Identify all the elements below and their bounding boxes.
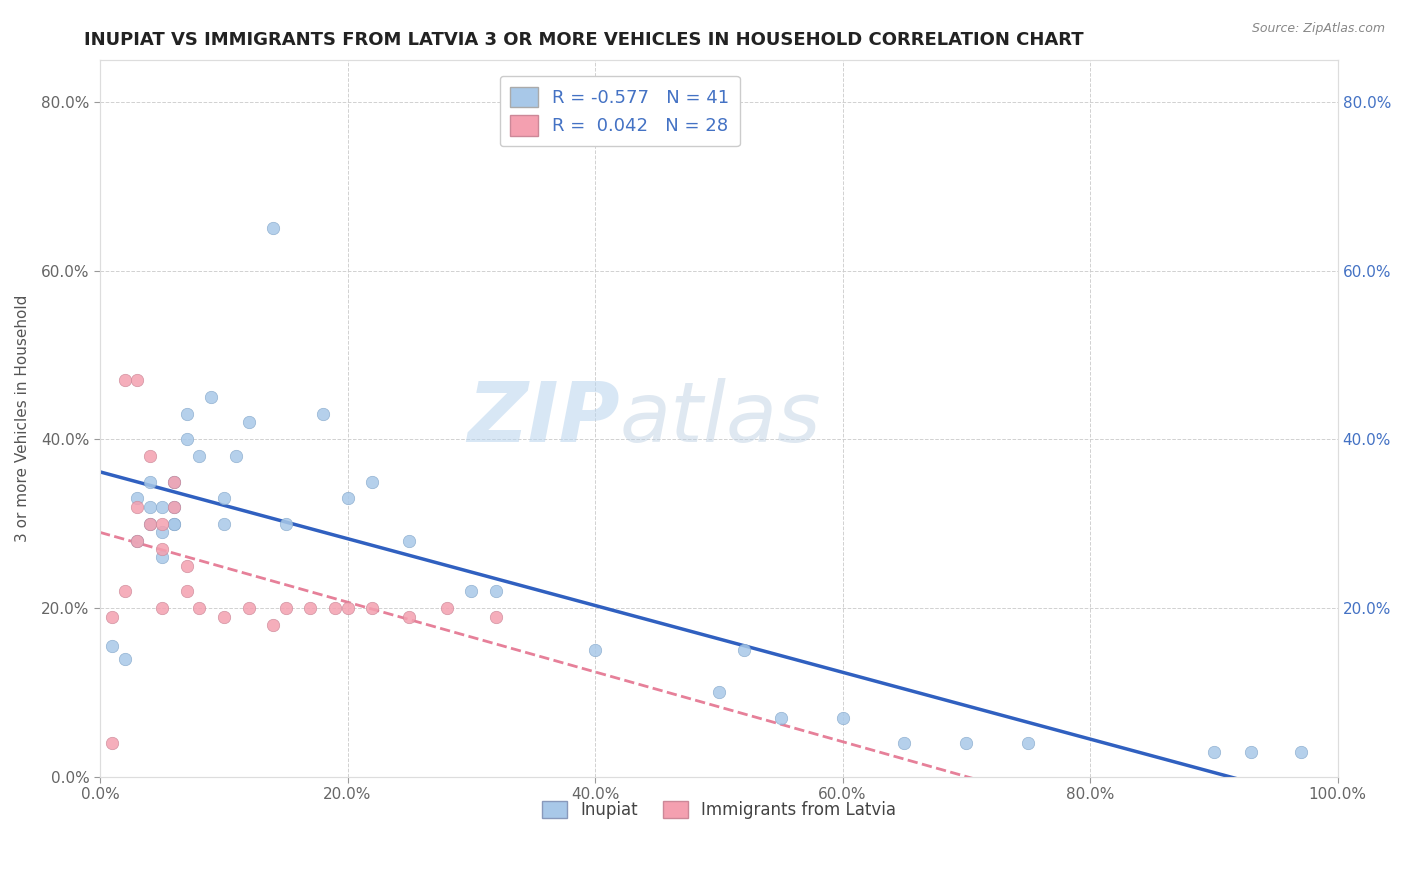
Text: atlas: atlas [620, 377, 821, 458]
Point [101, 639, 124, 653]
Point [238, 416, 260, 430]
Point [150, 542, 173, 557]
Point [138, 516, 160, 531]
Point [138, 475, 160, 489]
Point [225, 449, 247, 463]
Point [893, 736, 915, 750]
Point [200, 390, 222, 404]
Point [114, 651, 136, 665]
Point [336, 601, 359, 615]
Point [436, 601, 458, 615]
Point [176, 584, 198, 599]
Point [361, 601, 384, 615]
Point [262, 221, 284, 235]
Point [583, 643, 606, 657]
Point [163, 516, 186, 531]
Point [101, 736, 124, 750]
Point [831, 711, 853, 725]
Point [1017, 736, 1039, 750]
Point [312, 407, 335, 421]
Point [212, 516, 235, 531]
Point [1240, 745, 1263, 759]
Point [138, 500, 160, 514]
Point [101, 609, 124, 624]
Point [150, 516, 173, 531]
Point [733, 643, 755, 657]
Y-axis label: 3 or more Vehicles in Household: 3 or more Vehicles in Household [15, 294, 30, 542]
Point [188, 601, 211, 615]
Point [769, 711, 792, 725]
Point [127, 373, 149, 387]
Point [127, 491, 149, 506]
Text: ZIP: ZIP [467, 377, 620, 458]
Point [212, 491, 235, 506]
Point [336, 491, 359, 506]
Point [127, 500, 149, 514]
Point [138, 449, 160, 463]
Text: INUPIAT VS IMMIGRANTS FROM LATVIA 3 OR MORE VEHICLES IN HOUSEHOLD CORRELATION CH: INUPIAT VS IMMIGRANTS FROM LATVIA 3 OR M… [84, 31, 1084, 49]
Point [127, 533, 149, 548]
Point [176, 558, 198, 573]
Point [176, 407, 198, 421]
Point [398, 609, 420, 624]
Point [1202, 745, 1225, 759]
Point [150, 525, 173, 540]
Point [460, 584, 482, 599]
Point [114, 373, 136, 387]
Point [212, 609, 235, 624]
Point [707, 685, 730, 699]
Point [176, 433, 198, 447]
Point [114, 584, 136, 599]
Point [274, 601, 297, 615]
Legend: Inupiat, Immigrants from Latvia: Inupiat, Immigrants from Latvia [536, 795, 903, 826]
Point [163, 475, 186, 489]
Point [299, 601, 322, 615]
Point [150, 601, 173, 615]
Point [262, 618, 284, 632]
Point [150, 550, 173, 565]
Point [188, 449, 211, 463]
Text: Source: ZipAtlas.com: Source: ZipAtlas.com [1251, 22, 1385, 36]
Point [238, 601, 260, 615]
Point [398, 533, 420, 548]
Point [1289, 745, 1312, 759]
Point [138, 516, 160, 531]
Point [323, 601, 346, 615]
Point [485, 609, 508, 624]
Point [361, 475, 384, 489]
Point [163, 516, 186, 531]
Point [127, 533, 149, 548]
Point [485, 584, 508, 599]
Point [150, 500, 173, 514]
Point [955, 736, 977, 750]
Point [163, 500, 186, 514]
Point [274, 516, 297, 531]
Point [163, 500, 186, 514]
Point [163, 475, 186, 489]
